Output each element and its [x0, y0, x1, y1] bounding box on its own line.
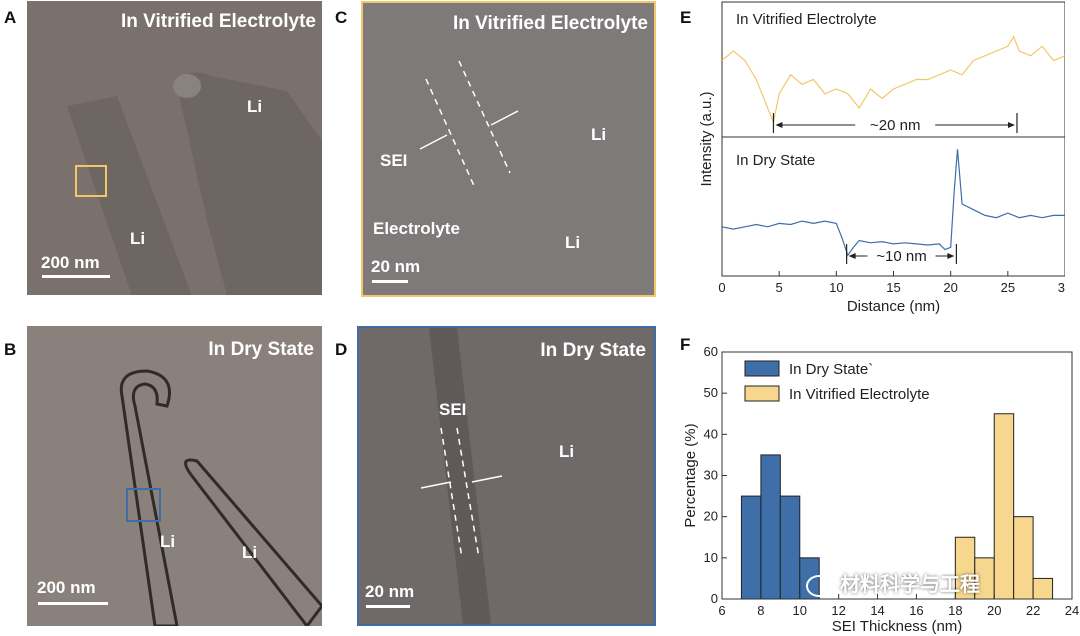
- micrograph-a-shapes: [67, 72, 322, 295]
- y-axis-label: Intensity (a.u.): [698, 91, 715, 186]
- panel-letter-e: E: [680, 8, 692, 27]
- histogram-bar-dry: [779, 495, 801, 600]
- panel-c-li-2: Li: [565, 233, 581, 252]
- y-tick-label: 0: [711, 591, 718, 606]
- x-tick-label: 22: [1026, 603, 1040, 618]
- x-axis-label: SEI Thickness (nm): [832, 618, 963, 635]
- x-axis-label: Distance (nm): [847, 298, 940, 315]
- panel-a-scalebar-label: 200 nm: [41, 253, 100, 272]
- panel-b-title: In Dry State: [208, 339, 314, 360]
- micrograph-c-shapes: [419, 60, 519, 189]
- x-tick-label: 30: [1058, 280, 1065, 295]
- panel-a-li-1: Li: [247, 97, 263, 116]
- arrowhead-right-1: [947, 253, 955, 259]
- panel-c-li-1: Li: [591, 125, 607, 144]
- legend-label-1: In Vitrified Electrolyte: [789, 386, 930, 403]
- y-tick-label: 10: [704, 550, 718, 565]
- panel-d-sei-label: SEI: [439, 400, 467, 419]
- panel-letter-b: B: [4, 340, 17, 359]
- x-tick-label: 20: [987, 603, 1001, 618]
- x-tick-label: 14: [870, 603, 884, 618]
- panel-c-scalebar: [372, 280, 408, 283]
- y-tick-label: 20: [704, 509, 718, 524]
- panel-c-sei-label: SEI: [380, 151, 408, 170]
- panel-c-electrolyte-label: Electrolyte: [373, 219, 460, 238]
- histogram-bar-dry: [760, 454, 781, 600]
- histogram-bar-vitrified: [993, 413, 1015, 600]
- panel-c-title: In Vitrified Electrolyte: [453, 13, 648, 34]
- x-tick-label: 12: [831, 603, 845, 618]
- x-tick-label: 6: [718, 603, 725, 618]
- span-annotation-1: ~10 nm: [876, 248, 926, 265]
- y-axis-label: Percentage (%): [685, 423, 699, 527]
- subplot-title-0: In Vitrified Electrolyte: [736, 11, 877, 28]
- span-annotation-0: ~20 nm: [870, 117, 920, 134]
- panel-b-li-2: Li: [242, 543, 258, 562]
- histogram-bar-vitrified: [1013, 516, 1034, 600]
- y-tick-label: 30: [704, 468, 718, 483]
- y-tick-label: 50: [704, 385, 718, 400]
- x-tick-label: 25: [1001, 280, 1015, 295]
- x-tick-label: 20: [943, 280, 957, 295]
- y-tick-label: 60: [704, 344, 718, 359]
- panel-d-scalebar-label: 20 nm: [365, 582, 415, 601]
- series-line-vitrified: [721, 35, 1065, 125]
- panel-d-title: In Dry State: [540, 340, 646, 361]
- watermark: 材料科学与工程: [806, 568, 980, 597]
- arrowhead-right-0: [1007, 122, 1015, 128]
- legend-swatch-1: [744, 385, 780, 402]
- histogram-bar-dry: [740, 495, 762, 600]
- series-line-dry: [721, 149, 1065, 257]
- panel-c-scalebar-label: 20 nm: [371, 257, 421, 276]
- watermark-text: 材料科学与工程: [840, 572, 980, 596]
- histogram-bar-vitrified: [1032, 577, 1054, 600]
- legend-swatch-0: [744, 360, 780, 377]
- panel-a-title: In Vitrified Electrolyte: [121, 11, 316, 32]
- panel-letter-c: C: [335, 8, 348, 27]
- arrowhead-left-1: [848, 253, 856, 259]
- y-tick-label: 40: [704, 426, 718, 441]
- wechat-icon: [806, 574, 832, 597]
- panel-b-scalebar-label: 200 nm: [37, 578, 96, 597]
- x-tick-label: 5: [776, 280, 783, 295]
- plot-frame: [721, 1, 1065, 277]
- micrograph-d: In Dry State SEI Li 20 nm: [357, 326, 656, 626]
- panel-letter-f: F: [680, 335, 691, 354]
- thickness-histogram-chart: 6 8 10 12 14 16 18 20 22 24 0 10 20 30 40 50 60 SEI Thick…: [685, 344, 1079, 635]
- micrograph-c: In Vitrified Electrolyte SEI Li Electrol…: [361, 1, 656, 297]
- arrowhead-left-0: [775, 122, 783, 128]
- panel-a-scalebar: [42, 275, 110, 278]
- micrograph-d-shapes: [420, 328, 503, 624]
- panel-d-scalebar: [366, 605, 410, 608]
- x-tick-label: 10: [829, 280, 843, 295]
- micrograph-b: In Dry State Li Li 200 nm: [27, 326, 322, 626]
- x-tick-label: 0: [718, 280, 725, 295]
- x-tick-label: 18: [948, 603, 962, 618]
- x-tick-label: 15: [886, 280, 900, 295]
- x-tick-label: 24: [1065, 603, 1079, 618]
- micrograph-a: In Vitrified Electrolyte Li Li 200 nm: [27, 1, 322, 295]
- panel-b-li-1: Li: [160, 532, 176, 551]
- panel-letter-d: D: [335, 340, 348, 359]
- x-tick-label: 16: [909, 603, 923, 618]
- legend-label-0: In Dry State`: [789, 361, 873, 378]
- panel-d-li: Li: [559, 442, 575, 461]
- panel-a-li-2: Li: [130, 229, 146, 248]
- x-tick-label: 10: [793, 603, 807, 618]
- subplot-title-1: In Dry State: [736, 152, 815, 169]
- x-tick-label: 8: [757, 603, 764, 618]
- panel-letter-a: A: [4, 8, 17, 27]
- micrograph-b-shapes: [119, 369, 322, 626]
- intensity-profile-chart: In Vitrified Electrolyte ~20 nm In Dry Sta…: [698, 1, 1065, 315]
- panel-b-scalebar: [38, 602, 108, 605]
